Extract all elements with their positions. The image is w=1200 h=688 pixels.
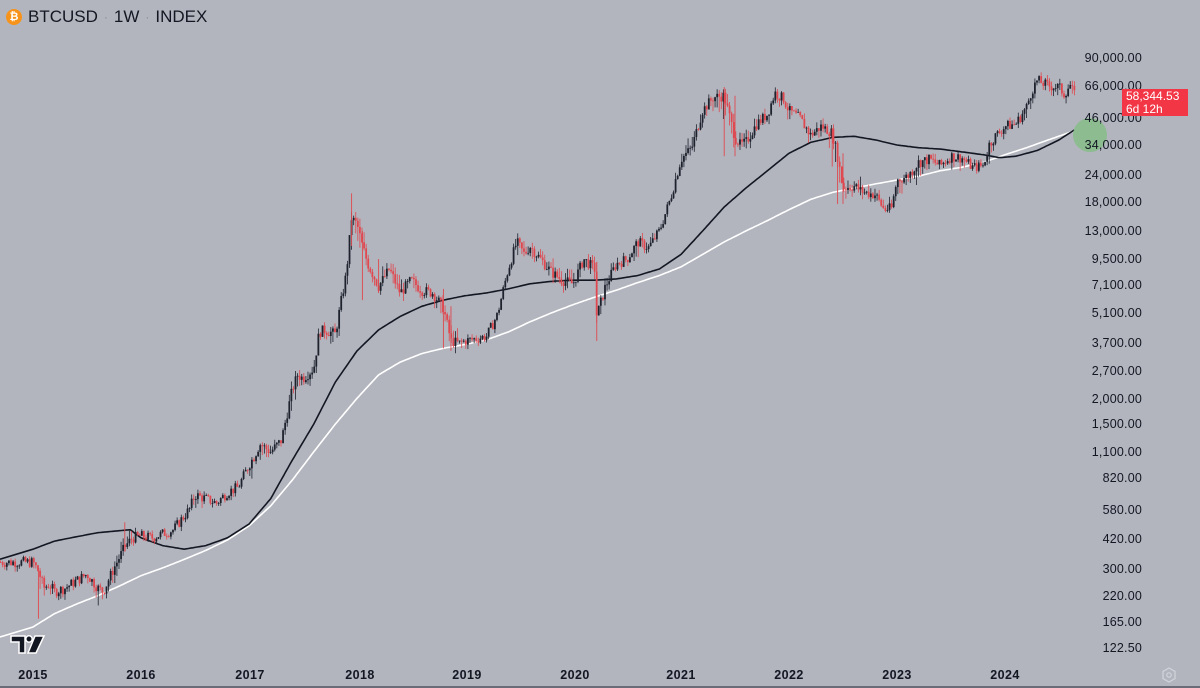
tradingview-logo[interactable] — [10, 634, 46, 661]
price-axis-label: 90,000.00 — [1084, 51, 1142, 65]
price-axis-label: 3,700.00 — [1091, 336, 1142, 350]
price-axis-label: 7,100.00 — [1091, 278, 1142, 292]
price-axis-label: 1,500.00 — [1091, 417, 1142, 431]
price-axis-label: 820.00 — [1102, 471, 1142, 485]
last-price: 58,344.53 — [1126, 89, 1180, 103]
price-axis-label: 34,000.00 — [1084, 138, 1142, 152]
price-axis-label: 122.50 — [1102, 641, 1142, 655]
time-axis-label: 2021 — [666, 668, 696, 682]
price-axis-label: 18,000.00 — [1084, 195, 1142, 209]
price-axis-label: 165.00 — [1102, 615, 1142, 629]
price-axis-label: 220.00 — [1102, 589, 1142, 603]
interval-label[interactable]: 1W — [113, 7, 140, 26]
bottom-border — [0, 686, 1200, 688]
bar-countdown: 6d 12h — [1126, 102, 1163, 116]
time-axis-label: 2023 — [882, 668, 912, 682]
price-axis-label: 1,100.00 — [1091, 445, 1142, 459]
time-axis-label: 2016 — [126, 668, 156, 682]
time-axis-label: 2019 — [452, 668, 482, 682]
time-axis-label: 2017 — [235, 668, 265, 682]
black-moving-average-line — [0, 129, 1075, 560]
settings-hexagon-icon[interactable] — [1161, 667, 1177, 688]
time-axis-label: 2022 — [774, 668, 804, 682]
separator: · — [145, 10, 150, 24]
time-axis-label: 2015 — [18, 668, 48, 682]
symbol-header[interactable]: ₿ BTCUSD · 1W · INDEX — [6, 4, 207, 30]
price-axis-label: 9,500.00 — [1091, 252, 1142, 266]
price-axis-label: 2,000.00 — [1091, 392, 1142, 406]
candlesticks — [0, 72, 1076, 619]
highlight-circle — [1073, 118, 1107, 152]
last-price-tag: 58,344.53 6d 12h — [1122, 89, 1188, 116]
separator: · — [103, 10, 108, 24]
time-axis-label: 2020 — [560, 668, 590, 682]
price-axis-label: 420.00 — [1102, 532, 1142, 546]
price-axis-label: 24,000.00 — [1084, 168, 1142, 182]
price-axis-label: 580.00 — [1102, 503, 1142, 517]
price-axis-label: 13,000.00 — [1084, 224, 1142, 238]
price-axis-label: 5,100.00 — [1091, 306, 1142, 320]
price-axis-label: 2,700.00 — [1091, 364, 1142, 378]
price-axis-label: 300.00 — [1102, 562, 1142, 576]
time-axis-label: 2024 — [990, 668, 1020, 682]
bitcoin-icon: ₿ — [6, 9, 22, 25]
time-axis-label: 2018 — [345, 668, 375, 682]
white-moving-average-line — [0, 130, 1075, 638]
symbol-name[interactable]: BTCUSD — [28, 7, 98, 26]
source-label: INDEX — [155, 7, 208, 26]
